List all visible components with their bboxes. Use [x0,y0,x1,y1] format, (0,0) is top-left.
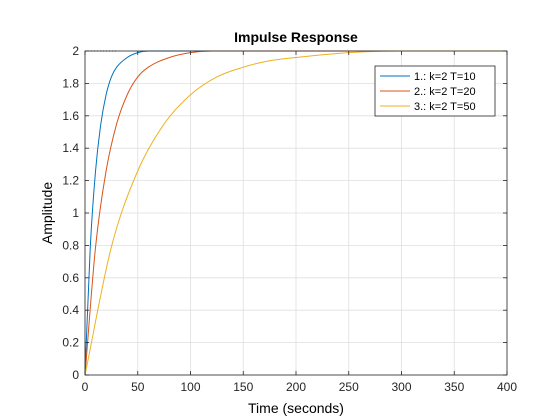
y-tick-label: 1 [72,206,79,220]
legend: 1.: k=2 T=10 2.: k=2 T=20 3.: k=2 T=50 [374,65,496,117]
legend-label-1: 1.: k=2 T=10 [414,71,476,83]
y-tick-label: 0 [72,368,79,382]
x-tick-label: 250 [339,380,359,394]
y-tick-label: 1.2 [62,174,79,188]
y-tick-label: 0.6 [62,271,79,285]
chart-title: Impulse Response [234,29,358,45]
x-tick-label: 400 [497,380,517,394]
x-tick-label: 0 [82,380,89,394]
x-tick-label: 150 [233,380,253,394]
legend-label-2: 2.: k=2 T=20 [414,86,476,98]
y-tick-label: 2 [72,44,79,58]
y-tick-label: 1.4 [62,141,79,155]
legend-label-3: 3.: k=2 T=50 [414,101,476,113]
y-tick-label: 0.4 [62,303,79,317]
x-axis-label: Time (seconds) [248,400,344,416]
y-tick-label: 0.8 [62,238,79,252]
y-axis-label: Amplitude [39,182,55,244]
x-tick-label: 350 [444,380,464,394]
x-tick-label: 300 [391,380,411,394]
x-tick-label: 200 [286,380,306,394]
y-tick-label: 0.2 [62,336,79,350]
grid [84,50,508,376]
tick-labels: 0 50 100 150 200 250 300 350 400 0 0.2 0.4 0.6 0.8 1 1.… [62,44,517,394]
y-tick-label: 1.6 [62,109,79,123]
y-tick-label: 1.8 [62,76,79,90]
x-tick-label: 50 [131,380,145,394]
x-tick-label: 100 [180,380,200,394]
axis-ticks [84,50,508,376]
